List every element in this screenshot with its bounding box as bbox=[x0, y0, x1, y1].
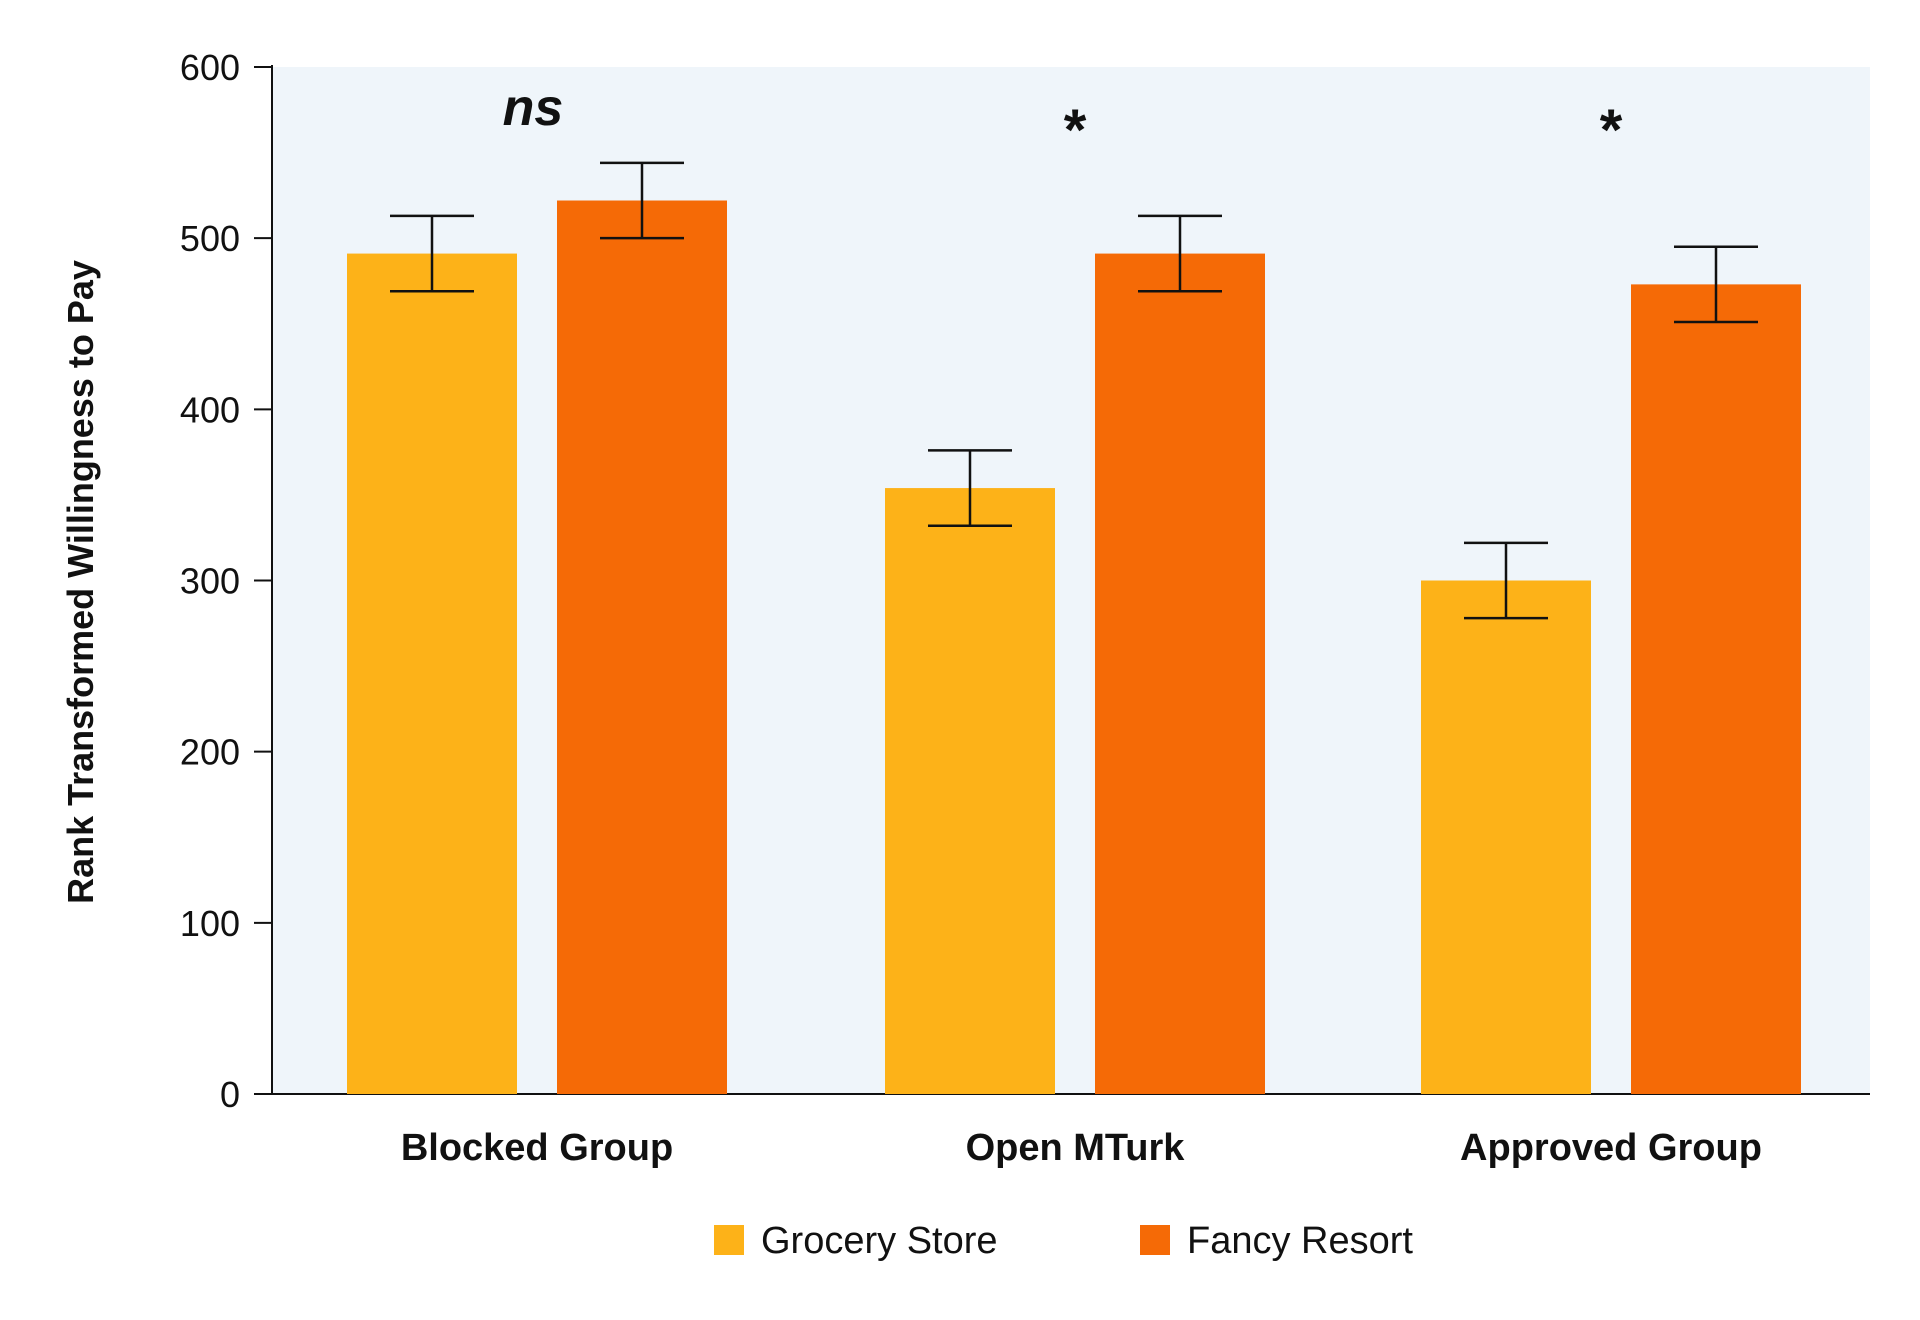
x-category-label: Blocked Group bbox=[401, 1127, 673, 1169]
bar-grocery-store-blocked-group bbox=[347, 253, 517, 1095]
y-tick-label: 0 bbox=[220, 1074, 240, 1115]
bar-fancy-resort-open-mturk bbox=[1095, 253, 1265, 1095]
legend-swatch bbox=[714, 1225, 744, 1255]
bar-fancy-resort-blocked-group bbox=[557, 200, 727, 1094]
y-tick-label: 200 bbox=[180, 732, 240, 773]
y-axis-title: Rank Transformed Willingness to Pay bbox=[60, 260, 101, 904]
y-tick-label: 600 bbox=[180, 47, 240, 88]
significance-label: * bbox=[1064, 98, 1087, 163]
y-tick-label: 400 bbox=[180, 389, 240, 430]
bar-grocery-store-open-mturk bbox=[885, 488, 1055, 1094]
legend-label: Fancy Resort bbox=[1187, 1220, 1413, 1262]
plot-background bbox=[272, 67, 1870, 1094]
legend-swatch bbox=[1140, 1225, 1170, 1255]
x-category-label: Approved Group bbox=[1460, 1127, 1762, 1169]
legend-label: Grocery Store bbox=[761, 1220, 998, 1262]
bar-grocery-store-approved-group bbox=[1421, 580, 1591, 1094]
x-category-label: Open MTurk bbox=[966, 1127, 1186, 1169]
y-tick-label: 500 bbox=[180, 218, 240, 259]
significance-label: * bbox=[1600, 98, 1623, 163]
y-tick-label: 100 bbox=[180, 903, 240, 944]
significance-label: ns bbox=[503, 79, 564, 137]
bar-fancy-resort-approved-group bbox=[1631, 284, 1801, 1094]
y-tick-label: 300 bbox=[180, 561, 240, 602]
